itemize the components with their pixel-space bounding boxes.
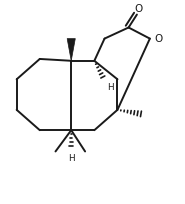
Text: H: H bbox=[68, 154, 75, 163]
Text: O: O bbox=[154, 33, 162, 43]
Text: O: O bbox=[135, 4, 143, 14]
Polygon shape bbox=[67, 39, 75, 61]
Text: H: H bbox=[107, 83, 113, 92]
